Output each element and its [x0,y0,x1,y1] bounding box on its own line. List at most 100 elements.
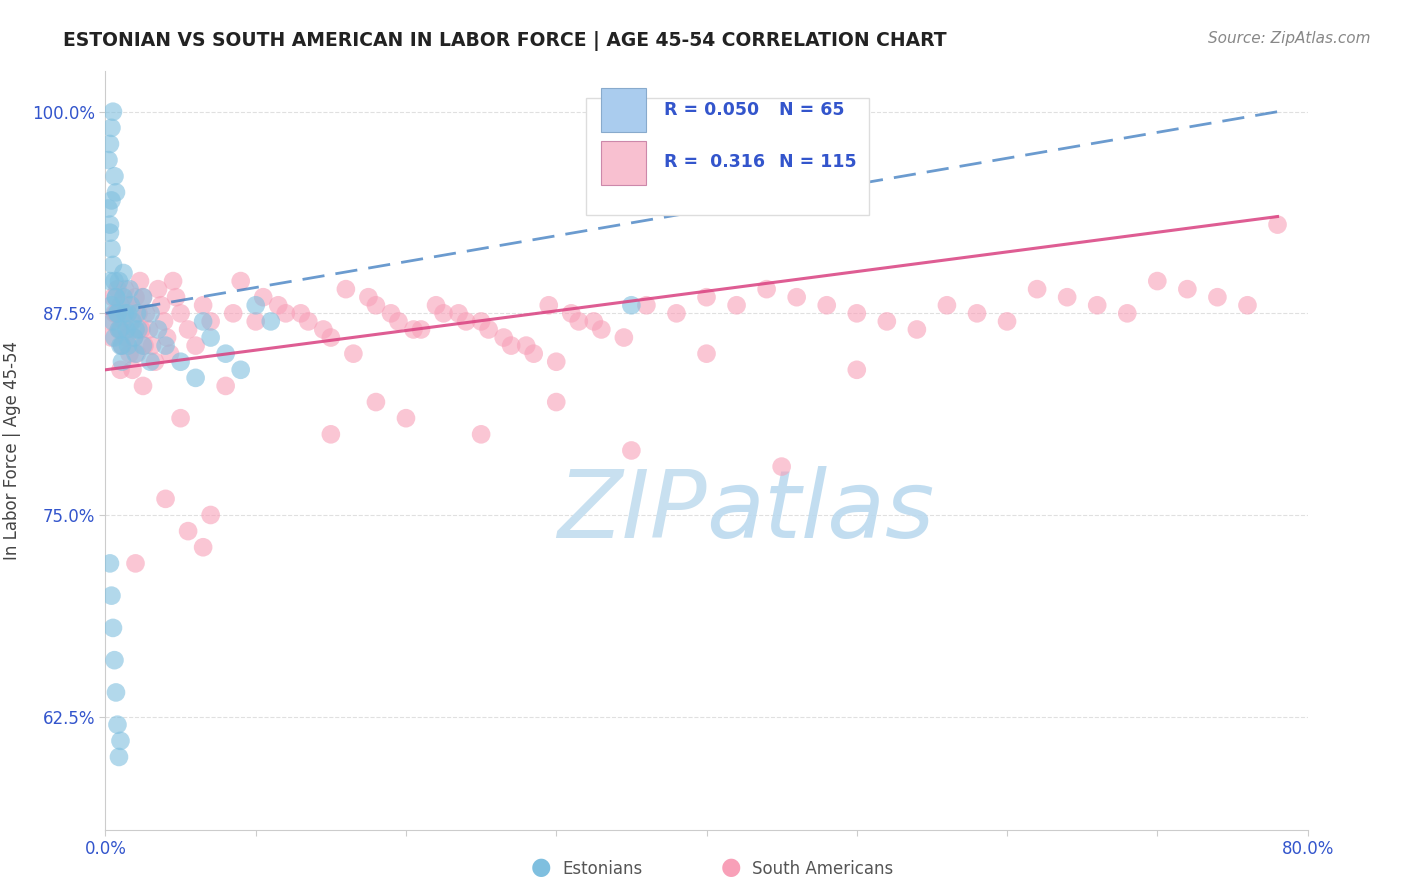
Point [124,322,146,336]
Point [267,298,290,312]
Point [107,306,129,320]
Point [364,395,387,409]
Point [100,298,122,312]
Point [501,338,523,352]
Point [546,355,568,369]
Point [104,290,127,304]
Point [162,274,184,288]
Text: Source: ZipAtlas.com: Source: ZipAtlas.com [1208,31,1371,46]
Point [107,282,129,296]
Text: R = 0.050: R = 0.050 [665,101,759,119]
Point [245,298,267,312]
Point [252,290,274,304]
Point [122,330,145,344]
Point [492,330,515,344]
Point [1236,298,1258,312]
Point [432,306,454,320]
Text: N = 65: N = 65 [779,101,844,119]
Text: ●: ● [531,855,551,879]
Point [153,314,176,328]
Point [470,427,492,442]
Point [107,717,129,731]
Text: ●: ● [721,855,741,879]
Point [568,314,591,328]
Point [129,274,152,288]
Point [1026,282,1049,296]
Point [124,346,146,360]
Point [297,314,319,328]
Point [523,346,546,360]
Point [115,330,138,344]
Point [177,322,200,336]
Point [1146,274,1168,288]
Point [101,104,124,119]
Point [845,306,868,320]
Point [200,330,222,344]
Point [591,322,613,336]
Point [128,306,150,320]
Point [110,734,132,748]
Point [229,363,252,377]
Point [110,363,132,377]
Point [121,314,143,328]
Point [103,306,125,320]
Point [815,298,838,312]
Point [1177,282,1199,296]
Point [98,557,121,571]
Point [169,306,191,320]
Point [1206,290,1229,304]
Point [110,322,132,336]
Point [121,363,143,377]
Bar [600,141,647,186]
Point [98,274,121,288]
Point [103,653,125,667]
Point [184,371,207,385]
Point [725,298,748,312]
Point [470,314,492,328]
Point [665,306,688,320]
Text: Estonians: Estonians [562,860,643,878]
Point [425,298,447,312]
Text: N = 115: N = 115 [779,153,856,171]
Point [364,298,387,312]
Point [245,314,267,328]
Point [101,258,124,272]
Point [312,322,335,336]
Point [342,346,364,360]
Point [117,338,139,352]
Point [132,379,155,393]
Point [214,346,236,360]
Point [155,491,177,506]
Point [132,338,155,352]
Point [132,290,155,304]
Point [97,153,120,167]
Point [111,338,134,352]
Point [108,322,131,336]
Point [146,282,169,296]
Point [120,314,142,328]
Point [98,226,121,240]
Point [335,282,357,296]
Point [134,338,156,352]
Point [966,306,988,320]
Point [845,363,868,377]
Point [395,411,418,425]
Point [1085,298,1108,312]
Point [936,298,959,312]
Y-axis label: In Labor Force | Age 45-54: In Labor Force | Age 45-54 [3,341,21,560]
Point [229,274,252,288]
Point [150,298,173,312]
Point [98,218,121,232]
Point [191,314,214,328]
Point [165,290,187,304]
Point [546,395,568,409]
Text: R =  0.316: R = 0.316 [665,153,765,171]
Point [1056,290,1078,304]
Point [110,298,132,312]
Point [124,557,146,571]
Point [112,290,135,304]
Point [786,290,808,304]
Point [135,306,157,320]
Point [222,306,245,320]
Point [141,338,163,352]
